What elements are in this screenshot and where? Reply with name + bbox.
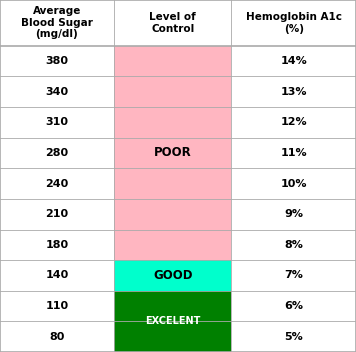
Bar: [0, 76, 114, 107]
Bar: [114, 0, 231, 46]
Bar: [0, 46, 114, 76]
Bar: [114, 260, 231, 291]
Bar: [114, 321, 231, 352]
Bar: [231, 138, 356, 168]
Bar: [0, 168, 114, 199]
Text: 12%: 12%: [281, 117, 307, 127]
Text: 9%: 9%: [284, 209, 303, 219]
Bar: [231, 0, 356, 46]
Bar: [231, 321, 356, 352]
Text: 340: 340: [46, 87, 68, 97]
Text: 14%: 14%: [280, 56, 307, 66]
Text: Level of
Control: Level of Control: [149, 12, 196, 34]
Bar: [231, 76, 356, 107]
Bar: [0, 230, 114, 260]
Text: 7%: 7%: [284, 270, 303, 281]
Text: 280: 280: [46, 148, 68, 158]
Text: 380: 380: [46, 56, 68, 66]
Bar: [0, 107, 114, 138]
Bar: [114, 260, 231, 291]
Text: Average
Blood Sugar
(mg/dl): Average Blood Sugar (mg/dl): [21, 6, 93, 39]
Bar: [114, 46, 231, 260]
Bar: [0, 321, 114, 352]
Bar: [0, 291, 114, 321]
Bar: [0, 260, 114, 291]
Bar: [231, 107, 356, 138]
Bar: [114, 199, 231, 230]
Bar: [114, 291, 231, 352]
Bar: [0, 138, 114, 168]
Text: 5%: 5%: [284, 332, 303, 342]
Text: EXCELENT: EXCELENT: [145, 316, 200, 326]
Bar: [231, 46, 356, 76]
Text: 310: 310: [46, 117, 68, 127]
Bar: [114, 291, 231, 321]
Bar: [231, 291, 356, 321]
Text: 140: 140: [45, 270, 69, 281]
Text: 210: 210: [46, 209, 68, 219]
Text: 10%: 10%: [281, 178, 307, 189]
Text: 240: 240: [45, 178, 69, 189]
Text: 11%: 11%: [281, 148, 307, 158]
Bar: [114, 107, 231, 138]
Text: 180: 180: [46, 240, 68, 250]
Bar: [114, 168, 231, 199]
Text: 13%: 13%: [281, 87, 307, 97]
Bar: [231, 168, 356, 199]
Bar: [114, 46, 231, 76]
Bar: [231, 199, 356, 230]
Bar: [0, 0, 114, 46]
Bar: [0, 199, 114, 230]
Bar: [114, 76, 231, 107]
Text: 6%: 6%: [284, 301, 303, 311]
Bar: [231, 230, 356, 260]
Text: POOR: POOR: [154, 146, 192, 159]
Bar: [114, 230, 231, 260]
Text: Hemoglobin A1c
(%): Hemoglobin A1c (%): [246, 12, 342, 34]
Bar: [114, 138, 231, 168]
Text: 110: 110: [46, 301, 68, 311]
Text: 8%: 8%: [284, 240, 303, 250]
Text: GOOD: GOOD: [153, 269, 192, 282]
Bar: [231, 260, 356, 291]
Text: 80: 80: [49, 332, 65, 342]
